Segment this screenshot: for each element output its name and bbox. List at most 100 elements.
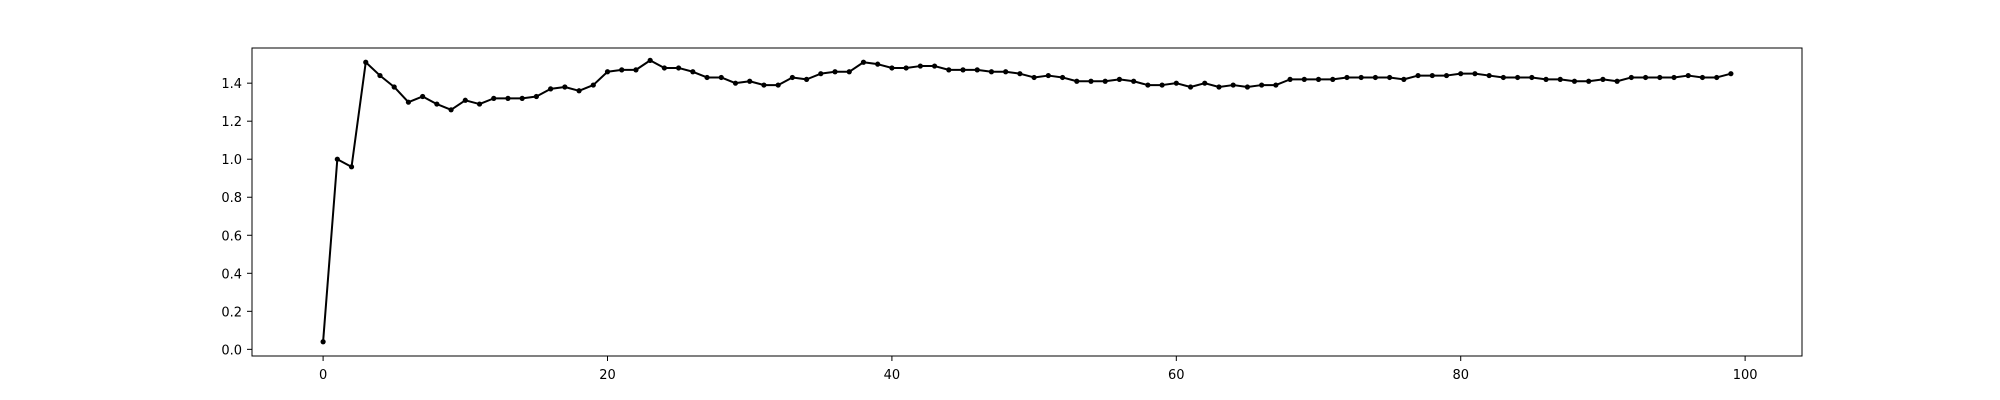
series-line: [322, 59, 1732, 343]
y-tick-label: 0.6: [221, 229, 242, 244]
data-point: [462, 97, 468, 103]
data-point: [1514, 74, 1521, 81]
data-point: [1244, 84, 1251, 90]
data-point: [476, 101, 483, 107]
data-point: [590, 82, 596, 88]
data-point: [1628, 74, 1634, 81]
data-point: [519, 95, 525, 101]
data-point: [988, 69, 995, 75]
data-point: [1074, 78, 1080, 84]
data-point: [803, 76, 810, 82]
data-point: [1088, 78, 1094, 84]
data-point: [1642, 74, 1649, 81]
data-point: [1344, 74, 1350, 81]
data-point: [946, 67, 952, 73]
data-point: [1571, 78, 1578, 84]
data-point: [1415, 72, 1421, 79]
data-point: [505, 95, 511, 101]
data-point: [1301, 76, 1307, 82]
data-point: [1685, 72, 1691, 79]
data-point: [832, 69, 838, 75]
y-tick-label: 1.2: [221, 115, 242, 130]
data-point: [619, 67, 625, 73]
series-points: [320, 57, 1734, 345]
x-axis: 0 20 40 60 80 100: [319, 356, 1758, 383]
data-point: [448, 107, 454, 113]
x-tick-label: 100: [1733, 368, 1758, 383]
x-tick-label: 40: [884, 368, 901, 383]
data-point: [1429, 72, 1435, 79]
data-point: [1586, 78, 1592, 84]
data-point: [1259, 82, 1265, 88]
data-point: [775, 82, 781, 88]
data-point: [661, 65, 667, 71]
data-point: [1202, 80, 1208, 86]
data-point: [1387, 74, 1393, 81]
data-point: [931, 63, 938, 69]
data-point: [320, 339, 326, 345]
data-point: [875, 61, 881, 67]
data-point: [1600, 76, 1606, 82]
data-point: [1159, 82, 1165, 88]
data-point: [1315, 76, 1322, 82]
y-tick-label: 0.8: [221, 191, 242, 206]
data-point: [1145, 82, 1151, 88]
x-tick-label: 20: [599, 368, 616, 383]
data-point: [747, 78, 753, 84]
data-point: [1230, 82, 1236, 88]
data-point: [903, 65, 909, 71]
data-point: [1714, 74, 1720, 81]
data-point: [1059, 74, 1066, 81]
data-point: [960, 67, 966, 73]
data-point: [1116, 76, 1123, 82]
data-point: [1657, 74, 1663, 81]
data-point: [334, 156, 340, 162]
data-point: [818, 71, 824, 77]
data-point: [348, 164, 355, 170]
data-point: [1187, 84, 1194, 90]
data-point: [647, 57, 653, 63]
data-point: [1045, 72, 1051, 79]
data-point: [974, 67, 980, 73]
x-tick-label: 60: [1168, 368, 1185, 383]
data-point: [604, 69, 611, 75]
data-point: [363, 59, 369, 65]
data-point: [1017, 71, 1023, 77]
data-point: [690, 69, 696, 75]
y-tick-label: 0.2: [221, 305, 242, 320]
data-point: [846, 69, 852, 75]
data-point: [676, 65, 682, 71]
data-point: [1486, 72, 1492, 79]
data-point: [1443, 72, 1450, 79]
data-point: [1372, 74, 1378, 81]
data-point: [1173, 80, 1179, 86]
data-point: [562, 84, 568, 90]
data-point: [633, 67, 639, 73]
x-tick-label: 0: [319, 368, 327, 383]
y-tick-label: 1.0: [221, 153, 242, 168]
data-point: [1728, 71, 1734, 77]
data-point: [576, 88, 582, 94]
data-point: [732, 80, 739, 86]
data-point: [718, 74, 724, 81]
data-point: [1273, 82, 1279, 88]
data-point: [1102, 78, 1108, 84]
data-point: [1500, 74, 1506, 81]
data-point: [1358, 74, 1364, 81]
data-point: [420, 93, 426, 100]
data-point: [434, 101, 440, 107]
data-point: [533, 93, 540, 100]
data-point: [1401, 76, 1407, 82]
y-axis: 0.0 0.2 0.4 0.6 0.8 1.0 1.2 1.4: [221, 77, 252, 358]
data-point: [1216, 84, 1222, 90]
data-point: [391, 84, 397, 90]
data-point: [1330, 76, 1336, 82]
data-point: [789, 74, 795, 81]
y-tick-label: 0.4: [221, 267, 242, 282]
data-point: [1543, 76, 1549, 82]
data-point: [761, 82, 767, 88]
y-tick-label: 1.4: [221, 77, 242, 92]
data-point: [889, 65, 895, 71]
x-tick-label: 80: [1452, 368, 1469, 383]
